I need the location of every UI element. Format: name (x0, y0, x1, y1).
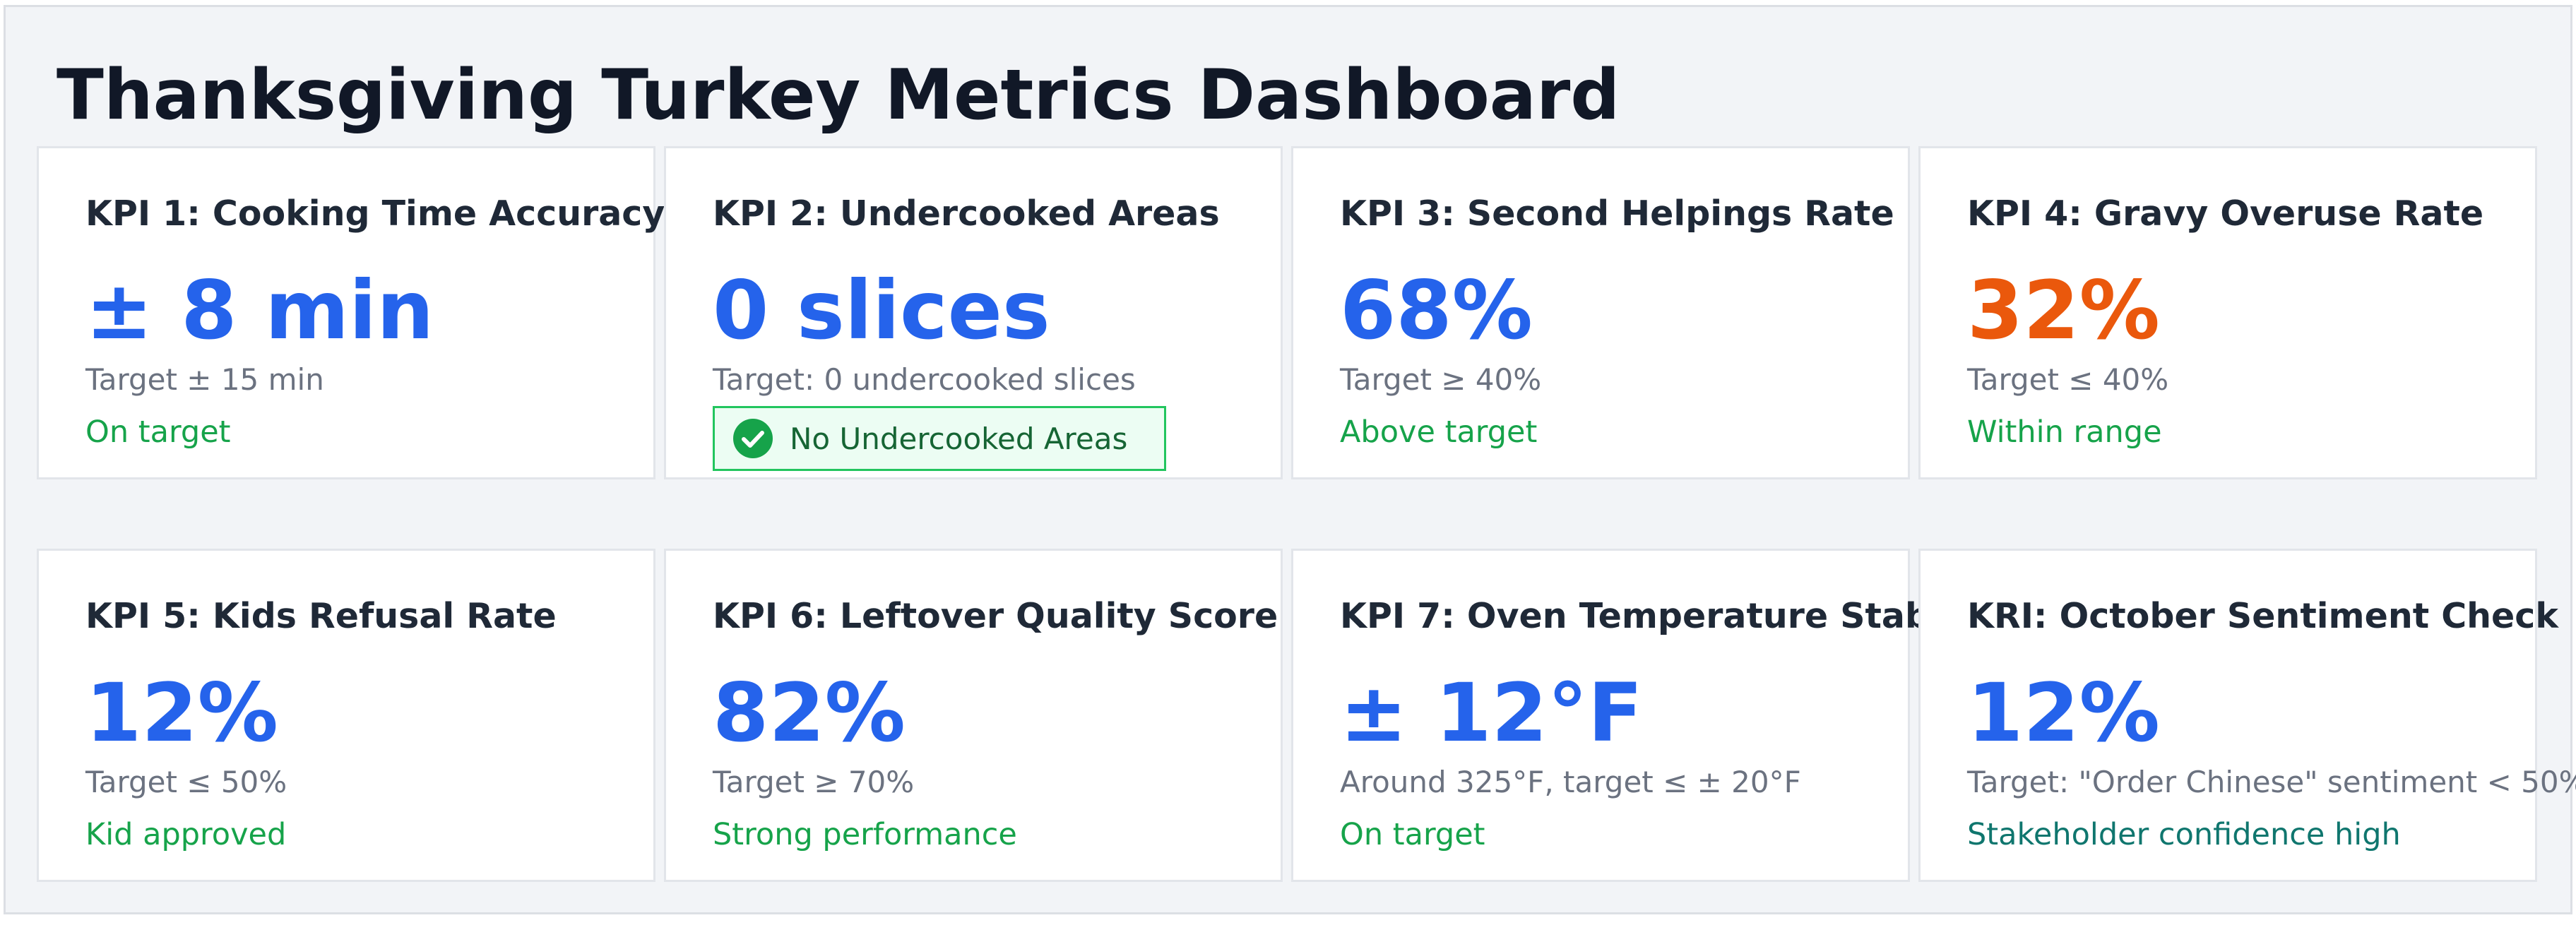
kpi-card-oven-temperature: KPI 7: Oven Temperature Stability ± 12°F… (1291, 549, 2005, 882)
kpi-card-value: 0 slices (713, 263, 1050, 357)
kpi-card-title: KPI 5: Kids Refusal Rate (85, 596, 557, 636)
kpi-card-status: Kid approved (85, 817, 287, 852)
kpi-card-status: On target (1340, 817, 1485, 852)
kpi-card-second-helpings: KPI 3: Second Helpings Rate 68% Target ≥… (1291, 146, 1910, 479)
kpi-card-title: KPI 4: Gravy Overuse Rate (1967, 193, 2484, 234)
kpi-card-status: Strong performance (713, 817, 1017, 852)
kpi-card-target: Target ≤ 50% (85, 765, 287, 799)
kpi-card-leftover-quality: KPI 6: Leftover Quality Score 82% Target… (664, 549, 1283, 882)
kpi-card-value: 32% (1967, 263, 2160, 357)
kpi-card-status: On target (85, 414, 231, 450)
kpi-card-gravy-overuse: KPI 4: Gravy Overuse Rate 32% Target ≤ 4… (1918, 146, 2537, 479)
kpi-card-undercooked-areas: KPI 2: Undercooked Areas 0 slices Target… (664, 146, 1283, 479)
page-title: Thanksgiving Turkey Metrics Dashboard (57, 55, 1620, 136)
kpi-card-value: ± 8 min (85, 263, 434, 357)
kpi-card-status: Stakeholder confidence high (1967, 817, 2401, 852)
kpi-card-value: 82% (713, 666, 906, 760)
kpi-card-value: 12% (1967, 666, 2160, 760)
kpi-card-target: Target ≥ 70% (713, 765, 915, 799)
kpi-card-title: KPI 2: Undercooked Areas (713, 193, 1220, 234)
kpi-card-status: Above target (1340, 414, 1538, 450)
status-badge: No Undercooked Areas (713, 406, 1166, 471)
kpi-card-title: KPI 1: Cooking Time Accuracy (85, 193, 665, 234)
kpi-card-target: Target ≥ 40% (1340, 362, 1542, 397)
kpi-card-target: Target ≤ 40% (1967, 362, 2169, 397)
kpi-card-value: ± 12°F (1340, 666, 1643, 760)
kri-card-october-sentiment: KRI: October Sentiment Check 12% Target:… (1918, 549, 2576, 882)
kpi-card-status: Within range (1967, 414, 2162, 450)
kpi-card-target: Around 325°F, target ≤ ± 20°F (1340, 765, 1801, 799)
kpi-card-value: 12% (85, 666, 278, 760)
check-circle-icon (732, 417, 774, 460)
kpi-card-target: Target ± 15 min (85, 362, 324, 397)
kpi-card-target: Target: 0 undercooked slices (713, 362, 1136, 397)
kpi-card-kids-refusal: KPI 5: Kids Refusal Rate 12% Target ≤ 50… (37, 549, 655, 882)
kpi-card-title: KPI 3: Second Helpings Rate (1340, 193, 1894, 234)
kpi-card-cooking-time: KPI 1: Cooking Time Accuracy ± 8 min Tar… (37, 146, 665, 479)
kpi-card-title: KRI: October Sentiment Check (1967, 596, 2558, 636)
kpi-card-title: KPI 7: Oven Temperature Stability (1340, 596, 2005, 636)
dashboard-panel: Thanksgiving Turkey Metrics Dashboard KP… (4, 5, 2576, 914)
kpi-card-title: KPI 6: Leftover Quality Score (713, 596, 1278, 636)
status-badge-label: No Undercooked Areas (790, 421, 1128, 456)
kpi-card-value: 68% (1340, 263, 1533, 357)
kpi-card-target: Target: "Order Chinese" sentiment < 50% (1967, 765, 2576, 799)
